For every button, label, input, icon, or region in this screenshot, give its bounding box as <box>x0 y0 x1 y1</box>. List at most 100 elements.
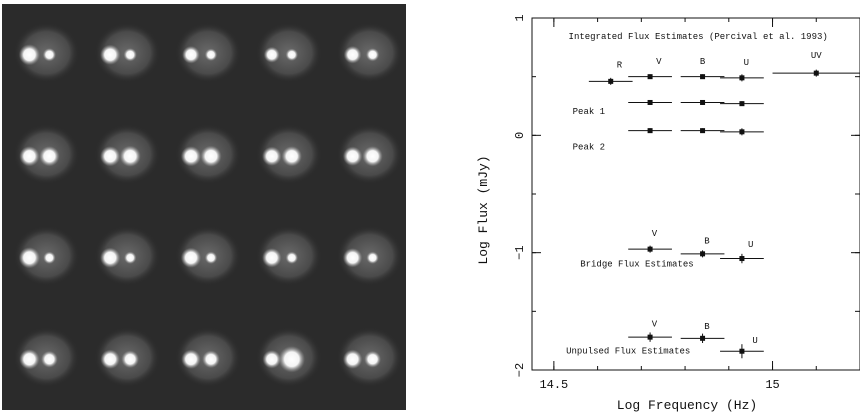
data-point <box>739 75 745 81</box>
star-spot-secondary <box>202 350 220 369</box>
data-point <box>700 251 706 257</box>
data-point <box>700 74 706 80</box>
star-spot-primary <box>19 146 40 167</box>
data-point <box>700 335 706 341</box>
pulsar-frame <box>94 22 161 83</box>
star-spot-secondary <box>278 346 306 373</box>
y-tick-label: −1 <box>513 245 527 259</box>
chart-annotation: B <box>704 236 710 246</box>
star-spot-secondary <box>285 48 298 61</box>
star-spot-primary <box>180 146 202 167</box>
flux-chart: 14.5 15 1 0 −1 −2 Integrated Flux Estimates (P… <box>476 14 860 413</box>
star-spot-primary <box>100 146 121 167</box>
chart-annotation: U <box>748 240 753 250</box>
chart-annotation: UV <box>811 51 822 61</box>
pulsar-frame <box>175 327 241 388</box>
pulsar-frame <box>13 124 80 185</box>
data-point <box>739 256 745 262</box>
data-point <box>608 78 614 84</box>
chart-annotation: Peak 1 <box>573 107 605 117</box>
pulsar-image-sequence <box>2 4 406 410</box>
y-tick-label: 0 <box>513 132 527 139</box>
frame-grid <box>13 22 403 388</box>
chart-annotation: Bridge Flux Estimates <box>580 260 693 270</box>
y-tick-label: 1 <box>513 14 527 21</box>
star-spot-secondary <box>119 145 141 167</box>
chart-annotation: V <box>656 57 662 67</box>
chart-annotation: Peak 2 <box>573 142 605 152</box>
star-spot-primary <box>181 349 201 369</box>
pulsar-frame <box>13 225 80 286</box>
chart-annotation: Unpulsed Flux Estimates <box>566 347 690 357</box>
pulsar-frame <box>175 225 241 286</box>
star-spot-primary <box>342 349 363 369</box>
y-axis-label: Log Flux (mJy) <box>476 155 491 264</box>
chart-annotation: R <box>617 60 623 70</box>
star-spot-secondary <box>200 145 222 167</box>
data-point <box>647 334 653 340</box>
data-point <box>813 70 819 76</box>
star-spot-primary <box>262 248 282 268</box>
plot-frame <box>531 17 860 371</box>
chart-annotation: B <box>704 322 710 332</box>
chart-annotation: V <box>652 320 658 330</box>
chart-annotation: U <box>752 336 757 346</box>
y-tick-label: −2 <box>513 363 527 377</box>
star-spot-primary <box>262 146 282 166</box>
pulsar-frame <box>175 22 241 83</box>
star-spot-secondary <box>285 251 298 264</box>
x-axis-label: Log Frequency (Hz) <box>617 398 757 413</box>
data-point <box>647 128 653 134</box>
star-spot-primary <box>100 247 121 268</box>
star-spot-primary <box>343 45 362 64</box>
data-point <box>647 74 653 80</box>
star-spot-secondary <box>41 350 58 368</box>
data-point <box>739 101 745 107</box>
star-spot-secondary <box>123 48 137 62</box>
chart-annotation: Integrated Flux Estimates (Percival et a… <box>569 32 828 42</box>
x-tick-label: 15 <box>765 378 779 392</box>
star-spot-primary <box>182 45 200 64</box>
pulsar-frame <box>255 225 322 286</box>
star-spot-primary <box>19 349 40 370</box>
star-spot-primary <box>180 247 202 268</box>
pulsar-frame <box>255 327 322 388</box>
star-spot-primary <box>262 349 282 369</box>
star-spot-secondary <box>362 146 383 167</box>
pulsar-frame <box>336 327 403 388</box>
x-tick-label: 14.5 <box>539 378 568 392</box>
pulsar-frame <box>336 225 403 286</box>
pulsar-frame <box>255 22 322 83</box>
star-spot-secondary <box>43 251 56 264</box>
pulsar-frame <box>13 327 80 388</box>
data-point <box>739 348 745 354</box>
star-spot-secondary <box>39 146 60 167</box>
data-point <box>647 246 653 252</box>
chart-annotation: V <box>652 229 658 239</box>
star-spot-secondary <box>364 350 381 368</box>
chart-annotation: U <box>744 58 749 68</box>
pulsar-frame <box>94 225 161 286</box>
pulsar-frame <box>13 22 80 83</box>
star-spot-secondary <box>124 251 137 264</box>
pulsar-frame <box>94 124 161 185</box>
data-point <box>700 128 706 134</box>
chart-annotation: B <box>700 57 706 67</box>
star-spot-secondary <box>281 146 302 167</box>
data-point <box>700 99 706 105</box>
star-spot-primary <box>342 248 363 268</box>
star-spot-primary <box>263 46 280 63</box>
data-point <box>647 99 653 105</box>
star-spot-secondary <box>42 48 57 62</box>
star-spot-primary <box>100 44 121 65</box>
star-spot-secondary <box>121 350 140 369</box>
pulsar-frame <box>336 22 403 83</box>
data-point <box>739 129 745 135</box>
star-spot-primary <box>18 247 40 269</box>
star-spot-secondary <box>204 48 218 61</box>
star-spot-secondary <box>204 251 218 264</box>
star-spot-secondary <box>365 48 380 62</box>
star-spot-secondary <box>366 251 379 264</box>
star-spot-primary <box>18 44 40 66</box>
star-spot-primary <box>342 146 363 166</box>
